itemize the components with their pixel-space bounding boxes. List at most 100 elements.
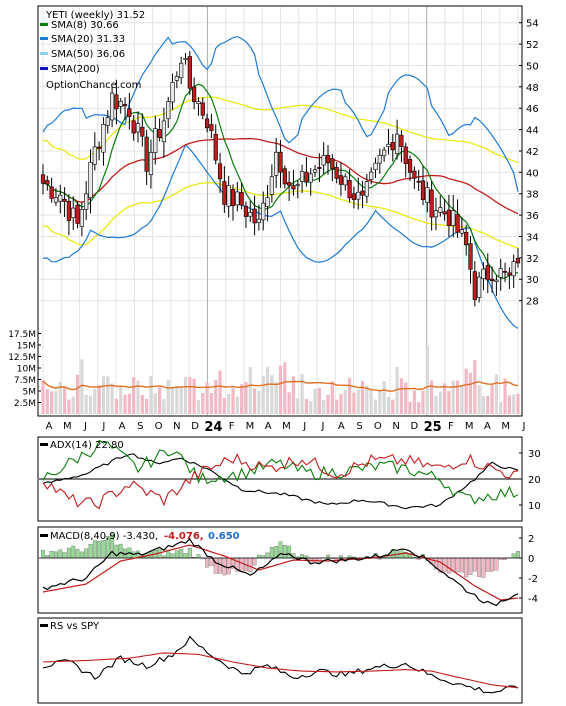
- macd-histogram-bar: [516, 551, 520, 559]
- candle-body: [40, 174, 46, 184]
- candle-body: [58, 194, 63, 202]
- volume-bar: [153, 393, 157, 414]
- x-tick-label: J: [83, 421, 87, 432]
- candle-body: [256, 218, 262, 224]
- x-tick-label: A: [119, 421, 126, 432]
- volume-bar: [283, 362, 287, 414]
- candle-body: [278, 151, 283, 173]
- candle-body: [157, 129, 162, 138]
- x-tick-label: N: [392, 421, 399, 432]
- volume-bar: [261, 375, 265, 414]
- volume-bar: [417, 402, 421, 414]
- candle-body: [334, 167, 339, 179]
- candle-body: [455, 214, 460, 233]
- x-tick-label: J: [321, 421, 325, 432]
- macd-title: MACD(8,40,9) -3.430,: [50, 531, 158, 542]
- candle-body: [464, 232, 469, 246]
- macd-histogram-bar: [226, 557, 231, 575]
- price-tick-label: 32: [526, 254, 539, 265]
- volume-bar: [434, 396, 438, 414]
- volume-bar: [106, 376, 110, 414]
- lower-channel-line: [42, 181, 519, 249]
- volume-bar: [356, 389, 360, 414]
- volume-bar: [270, 375, 274, 414]
- candle-body: [166, 101, 171, 120]
- volume-bar: [248, 367, 252, 414]
- price-tick-label: 52: [526, 40, 539, 51]
- candle-body: [274, 151, 279, 176]
- x-tick-label: D: [411, 421, 419, 432]
- x-tick-label: O: [374, 421, 382, 432]
- macd-histogram-bar: [511, 553, 516, 559]
- macd-histogram-bar: [88, 543, 93, 559]
- macd-histogram-bar: [75, 549, 80, 559]
- macd-histogram-bar: [58, 549, 63, 559]
- volume-bar: [58, 382, 62, 414]
- volume-bar: [360, 380, 365, 414]
- candle-body: [433, 210, 439, 218]
- adx-y-ticks: 10 20 30: [519, 449, 541, 512]
- volume-bar: [240, 384, 244, 414]
- candle-body: [429, 189, 434, 218]
- macd-histogram-bar: [170, 553, 175, 559]
- volume-bar: [404, 382, 408, 414]
- candle-body: [230, 189, 236, 207]
- volume-bar: [67, 399, 71, 414]
- volume-bar: [335, 399, 339, 414]
- volume-bar: [408, 401, 412, 414]
- candlesticks: [40, 51, 521, 307]
- candle-body: [192, 86, 197, 103]
- volume-bar: [209, 392, 214, 414]
- candle-body: [79, 209, 84, 227]
- volume-bar: [110, 383, 114, 414]
- legend-sma8: SMA(8) 30.66: [51, 20, 119, 31]
- volume-bar: [93, 388, 97, 414]
- volume-bar: [88, 396, 93, 414]
- macd-histogram-bar: [118, 543, 123, 559]
- candle-body: [446, 209, 452, 226]
- candle-body: [489, 278, 495, 282]
- volume-bar: [296, 398, 300, 414]
- ticker-label: YETI (weekly) 31.52: [45, 10, 145, 21]
- macd-histogram-bar: [54, 551, 58, 559]
- price-tick-label: 46: [526, 104, 539, 115]
- candle-body: [407, 159, 413, 173]
- volume-bar: [503, 378, 507, 414]
- volume-bar: [317, 387, 321, 414]
- macd-histogram-bar: [269, 546, 274, 559]
- x-tick-label: 24: [204, 420, 222, 435]
- volume-bar: [412, 390, 416, 414]
- candle-body: [451, 210, 456, 226]
- price-tick-label: 40: [526, 168, 539, 179]
- candle-body: [204, 118, 210, 129]
- volume-bar: [179, 386, 183, 414]
- candle-body: [269, 176, 274, 195]
- macd-histogram-bar: [485, 557, 490, 572]
- x-tick-label: J: [522, 421, 526, 432]
- rs-series-line: [42, 652, 519, 689]
- volume-bar: [451, 380, 455, 414]
- volume-bar: [80, 359, 84, 414]
- x-tick-label: M: [465, 421, 474, 432]
- candle-body: [282, 168, 287, 185]
- price-tick-label: 30: [526, 275, 539, 286]
- x-tick-label: F: [229, 421, 235, 432]
- volume-bar: [352, 392, 356, 414]
- rs-title: RS vs SPY: [50, 621, 100, 632]
- macd-tick-label: 2: [528, 534, 534, 545]
- candle-body: [243, 205, 249, 217]
- volume-bar: [145, 398, 149, 414]
- volume-bar: [309, 400, 313, 414]
- candle-body: [299, 171, 305, 182]
- lower-bollinger-line: [43, 143, 519, 329]
- rs-panel: RS vs SPY: [37, 617, 523, 704]
- candle-body: [472, 271, 477, 300]
- volume-bar: [183, 377, 188, 414]
- macd-histogram-bar: [248, 557, 253, 573]
- candle-body: [442, 211, 447, 215]
- candle-body: [49, 186, 54, 199]
- candle-body: [382, 149, 387, 157]
- adx-panel: 10 20 30 ADX(14) 22.80: [37, 436, 541, 522]
- rs-lines: [42, 635, 519, 694]
- volume-bar: [170, 387, 175, 414]
